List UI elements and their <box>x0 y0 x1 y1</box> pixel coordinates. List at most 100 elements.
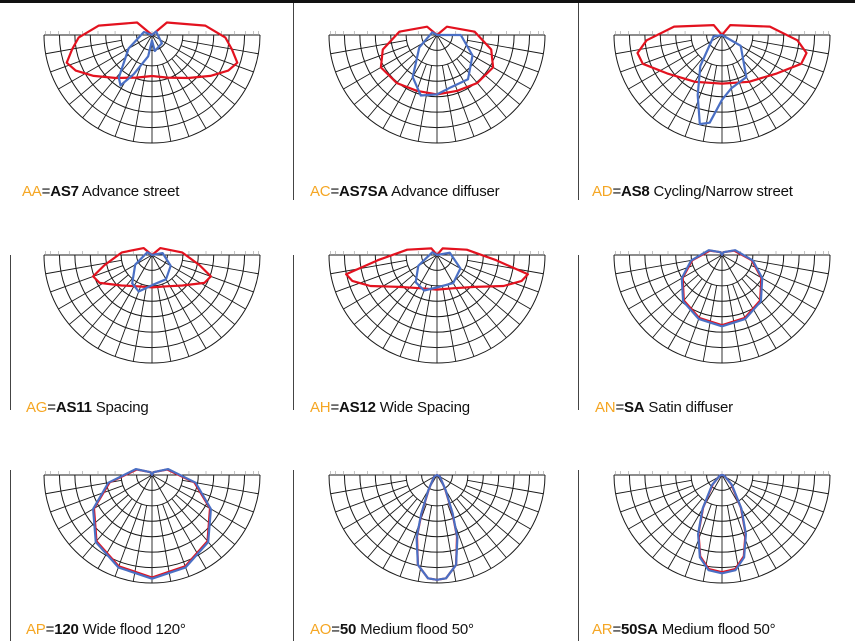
grid-spoke <box>175 494 236 545</box>
equals-sign: = <box>47 399 56 416</box>
description-label: Medium flood 50° <box>356 621 474 638</box>
equals-sign: = <box>331 621 340 638</box>
description-label: Medium flood 50° <box>657 621 776 638</box>
grid-spoke <box>353 54 414 105</box>
grid-spoke <box>151 254 246 310</box>
grid-spoke <box>114 503 142 577</box>
code-label: AR <box>592 621 613 638</box>
photometric-cell: AG=AS11 Spacing <box>0 220 285 420</box>
grid-spoke <box>638 54 699 105</box>
grid-spoke <box>726 65 742 142</box>
polar-diagram <box>613 249 831 364</box>
grid-spoke <box>82 498 133 559</box>
code-label: AH <box>310 399 331 416</box>
grid-spoke <box>68 494 129 545</box>
model-label: AS7 <box>50 183 79 200</box>
grid-spoke <box>667 474 723 569</box>
grid-spoke <box>745 494 806 545</box>
grid-spoke <box>620 265 694 293</box>
grid-spoke <box>441 285 457 362</box>
grid-spoke <box>151 34 207 129</box>
grid-spoke <box>436 254 531 310</box>
cell-caption: AG=AS11 Spacing <box>26 399 149 416</box>
model-label: SA <box>624 399 645 416</box>
model-label: 50 <box>339 621 357 638</box>
grid-spoke <box>615 39 692 55</box>
grid-spoke <box>467 259 544 275</box>
grid-spoke <box>50 265 124 293</box>
grid-spoke <box>180 265 254 293</box>
grid-spoke <box>745 274 806 325</box>
grid-spoke <box>417 65 433 142</box>
grid-spoke <box>702 65 718 142</box>
grid-spoke <box>684 283 712 357</box>
grid-spoke <box>741 58 792 119</box>
grid-spoke <box>750 45 824 73</box>
description-label: Satin diffuser <box>644 399 733 416</box>
grid-spoke <box>750 485 824 513</box>
c90-curve <box>131 251 172 293</box>
grid-spoke <box>382 34 438 129</box>
equals-sign: = <box>615 399 624 416</box>
code-label: AP <box>26 621 46 638</box>
grid-spoke <box>114 283 142 357</box>
grid-spoke <box>156 505 172 582</box>
grid-spoke <box>745 54 806 105</box>
grid-spoke <box>175 274 236 325</box>
grid-spoke <box>353 494 414 545</box>
cell-caption: AP=120 Wide flood 120° <box>26 621 186 638</box>
polar-grid <box>613 251 831 364</box>
grid-spoke <box>628 254 723 310</box>
grid-spoke <box>330 259 407 275</box>
description-label: Advance diffuser <box>388 183 500 200</box>
grid-spoke <box>82 278 133 339</box>
code-label: AD <box>592 183 613 200</box>
photometric-cell: AC=AS7SA Advance diffuser <box>285 0 570 200</box>
grid-spoke <box>721 474 777 569</box>
description-label: Wide Spacing <box>375 399 470 416</box>
grid-spoke <box>638 274 699 325</box>
grid-spoke <box>441 65 457 142</box>
grid-spoke <box>741 498 792 559</box>
grid-spoke <box>721 474 816 530</box>
grid-spoke <box>45 259 122 275</box>
c90-curve <box>411 31 474 97</box>
column-divider <box>578 470 579 641</box>
grid-spoke <box>465 485 539 513</box>
grid-spoke <box>353 274 414 325</box>
description-label: Spacing <box>91 399 149 416</box>
grid-spoke <box>628 474 723 530</box>
cell-caption: AD=AS8 Cycling/Narrow street <box>592 183 793 200</box>
c90-curve <box>415 473 459 581</box>
photometric-cell: AH=AS12 Wide Spacing <box>285 220 570 420</box>
grid-spoke <box>667 254 723 349</box>
grid-spoke <box>447 63 475 137</box>
code-label: AG <box>26 399 48 416</box>
grid-spoke <box>628 34 723 90</box>
grid-spoke <box>752 39 829 55</box>
equals-sign: = <box>41 183 51 200</box>
grid-spoke <box>330 479 407 495</box>
column-divider <box>10 470 11 641</box>
grid-spoke <box>465 45 539 73</box>
column-divider <box>293 470 294 641</box>
polar-grid <box>613 471 831 584</box>
column-divider <box>10 255 11 410</box>
grid-spoke <box>182 259 259 275</box>
grid-spoke <box>399 283 427 357</box>
photometric-cell: AP=120 Wide flood 120° <box>0 440 285 640</box>
grid-spoke <box>615 259 692 275</box>
photometric-cell: AR=50SA Medium flood 50° <box>570 440 855 640</box>
grid-spoke <box>456 498 507 559</box>
grid-spoke <box>465 265 539 293</box>
grid-spoke <box>726 505 742 582</box>
polar-diagram <box>328 471 546 584</box>
model-label: 50SA <box>621 621 658 638</box>
model-label: 120 <box>54 621 79 638</box>
model-label: AS11 <box>55 399 92 416</box>
grid-spoke <box>620 485 694 513</box>
grid-spoke <box>467 39 544 55</box>
grid-spoke <box>162 63 190 137</box>
grid-spoke <box>182 39 259 55</box>
grid-spoke <box>436 34 531 90</box>
